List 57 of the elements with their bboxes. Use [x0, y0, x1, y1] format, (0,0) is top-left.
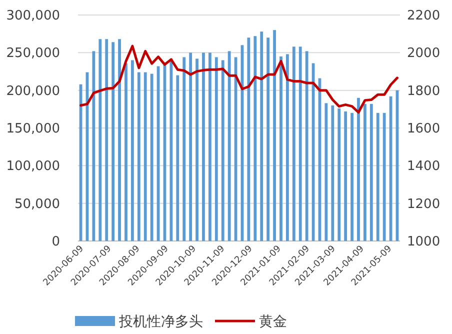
bar: [298, 46, 302, 241]
y2-tick-label: 1000: [407, 234, 440, 250]
bar: [376, 112, 380, 241]
bar: [176, 75, 180, 241]
bar: [112, 42, 115, 241]
y-tick-label: 50,000: [14, 196, 60, 212]
bar: [182, 57, 186, 241]
bar: [273, 30, 276, 241]
legend-label: 投机性净多头: [118, 314, 203, 330]
legend-label: 黄金: [259, 314, 287, 330]
bar: [363, 104, 366, 241]
bar: [92, 51, 96, 241]
bar: [98, 39, 102, 241]
bar: [130, 60, 134, 241]
bar: [150, 74, 154, 241]
bar: [144, 72, 147, 241]
y-tick-label: 300,000: [6, 8, 60, 24]
bar: [280, 56, 282, 241]
bar: [124, 63, 128, 241]
bar: [118, 39, 121, 241]
bar: [202, 52, 205, 241]
bar: [208, 52, 212, 241]
y-tick-label: 250,000: [6, 46, 60, 62]
bar: [370, 104, 373, 241]
bar: [286, 54, 289, 241]
y-tick-label: 0: [52, 234, 60, 250]
line-series: [80, 44, 398, 114]
y2-tick-label: 2200: [407, 8, 440, 24]
bar: [357, 98, 360, 241]
y-tick-label: 200,000: [6, 84, 60, 99]
bar: [344, 111, 348, 241]
bar: [221, 60, 224, 241]
bar: [214, 57, 218, 241]
y2-tick-label: 1200: [407, 196, 440, 212]
bar: [260, 32, 264, 241]
bar: [338, 108, 341, 241]
bar: [305, 51, 308, 241]
y-tick-label: 150,000: [6, 122, 60, 136]
bar: [170, 58, 173, 241]
bar: [189, 52, 192, 241]
bar: [247, 38, 250, 241]
bar: [228, 51, 231, 241]
y2-tick-label: 1400: [407, 159, 440, 174]
bar: [382, 112, 386, 241]
y2-tick-label: 2000: [407, 46, 440, 62]
bar: [254, 36, 257, 241]
bar: [196, 58, 198, 241]
bar: [331, 105, 334, 241]
bar: [292, 46, 296, 241]
bar: [350, 112, 354, 241]
y-tick-label: 100,000: [6, 159, 60, 174]
bar: [137, 72, 140, 241]
y2-tick-label: 1600: [407, 122, 440, 136]
bar: [266, 38, 270, 241]
bar: [324, 103, 328, 241]
bar: [105, 39, 108, 241]
y2-tick-label: 1800: [407, 84, 440, 99]
